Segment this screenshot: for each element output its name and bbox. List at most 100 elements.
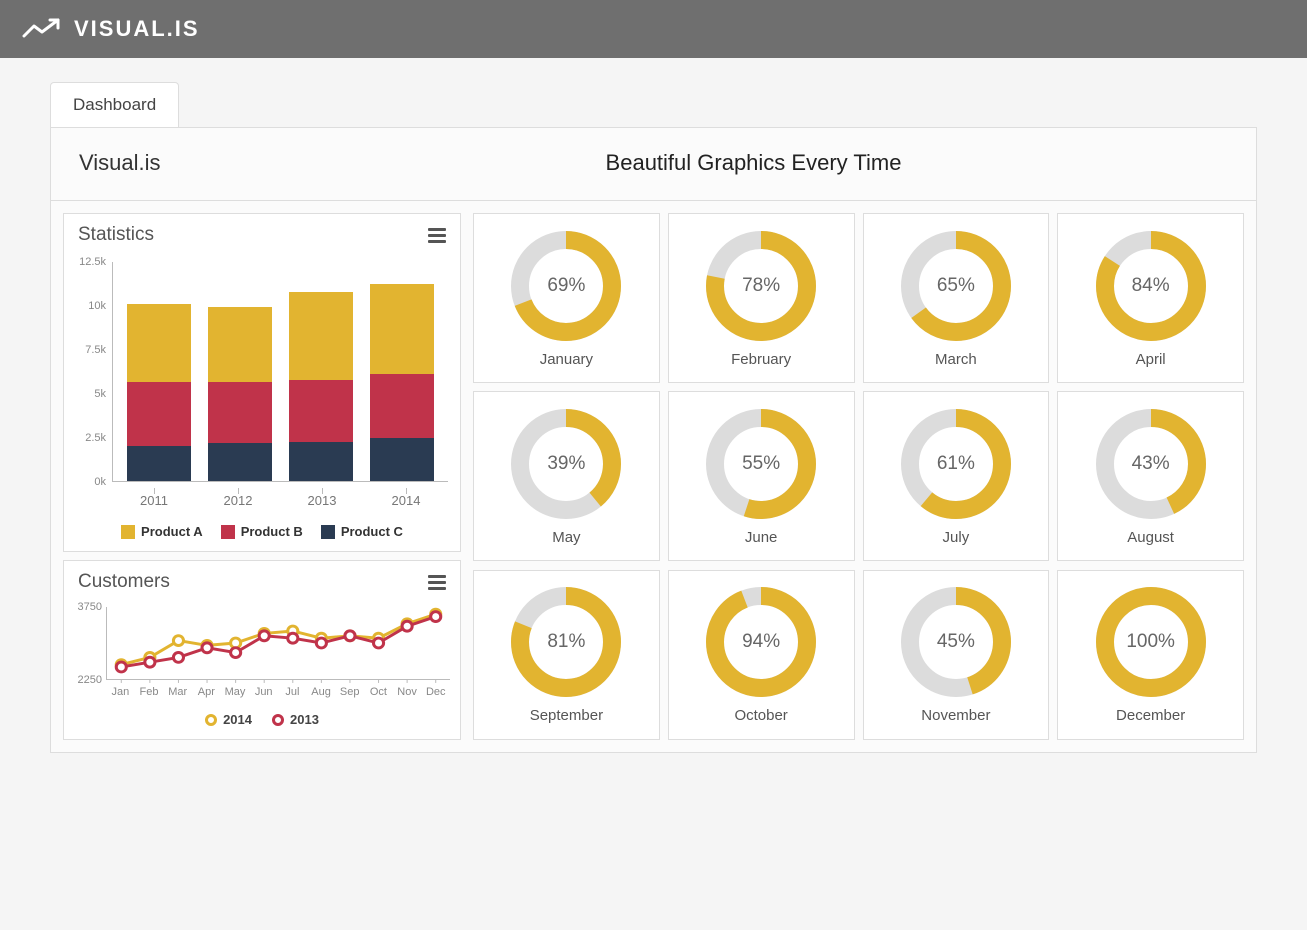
donut-chart: 43%	[1096, 409, 1206, 519]
x-tick-label: May	[221, 686, 250, 698]
donut-month-label: February	[731, 351, 791, 368]
x-tick-label: 2013	[290, 493, 354, 508]
donut-month-label: January	[540, 351, 593, 368]
statistics-panel: Statistics 0k2.5k5k7.5k10k12.5k 20112012…	[63, 213, 461, 552]
donut-chart: 100%	[1096, 587, 1206, 697]
donut-month-label: October	[734, 707, 787, 724]
x-tick-label: 2011	[122, 493, 186, 508]
x-tick-label: Nov	[393, 686, 422, 698]
bar-segment	[208, 443, 272, 481]
y-tick-label: 5k	[94, 388, 106, 400]
donut-chart: 84%	[1096, 231, 1206, 341]
donut-month-label: August	[1127, 529, 1174, 546]
donut-card: 39% May	[473, 391, 660, 561]
tab-dashboard[interactable]: Dashboard	[50, 82, 179, 127]
donut-percent: 100%	[1096, 587, 1206, 697]
logo-arrow-icon	[22, 16, 66, 42]
donut-month-label: December	[1116, 707, 1185, 724]
donut-card: 78% February	[668, 213, 855, 383]
donut-month-label: March	[935, 351, 977, 368]
donut-percent: 65%	[901, 231, 1011, 341]
bar-group	[127, 304, 191, 481]
donut-month-label: May	[552, 529, 580, 546]
line-marker	[173, 636, 183, 646]
donut-percent: 39%	[511, 409, 621, 519]
y-tick-label: 7.5k	[85, 344, 106, 356]
bar-group	[370, 284, 434, 481]
donut-card: 65% March	[863, 213, 1050, 383]
x-tick-label: Apr	[192, 686, 221, 698]
line-marker	[173, 652, 183, 662]
donut-month-label: September	[530, 707, 603, 724]
bar-segment	[289, 380, 353, 442]
statistics-title: Statistics	[78, 224, 154, 246]
donut-percent: 45%	[901, 587, 1011, 697]
donut-chart: 69%	[511, 231, 621, 341]
line-marker	[345, 631, 355, 641]
x-tick-label: Sep	[335, 686, 364, 698]
donut-month-label: July	[943, 529, 970, 546]
donut-card: 43% August	[1057, 391, 1244, 561]
line-marker	[145, 657, 155, 667]
line-marker	[202, 643, 212, 653]
line-marker	[259, 631, 269, 641]
y-tick-label: 0k	[94, 476, 106, 488]
donut-chart: 39%	[511, 409, 621, 519]
line-marker	[231, 648, 241, 658]
line-marker	[373, 638, 383, 648]
donut-percent: 78%	[706, 231, 816, 341]
line-marker	[402, 621, 412, 631]
donut-card: 100% December	[1057, 570, 1244, 740]
legend-item: 2014	[205, 712, 252, 727]
y-tick-label: 3750	[78, 601, 102, 613]
dashboard-frame: Visual.is Beautiful Graphics Every Time …	[50, 127, 1257, 753]
brand-logo-text: VISUAL.IS	[74, 16, 200, 42]
bar-segment	[127, 304, 191, 381]
bar-group	[289, 292, 353, 481]
donut-chart: 55%	[706, 409, 816, 519]
line-series	[121, 614, 435, 664]
bar-segment	[208, 307, 272, 382]
hamburger-icon[interactable]	[428, 575, 446, 590]
donut-percent: 61%	[901, 409, 1011, 519]
donut-chart: 61%	[901, 409, 1011, 519]
page-tagline: Beautiful Graphics Every Time	[279, 150, 1228, 176]
donut-month-label: April	[1136, 351, 1166, 368]
x-tick-label: 2014	[374, 493, 438, 508]
bar-segment	[370, 374, 434, 438]
bar-segment	[289, 442, 353, 481]
x-tick-label: Mar	[163, 686, 192, 698]
donut-percent: 55%	[706, 409, 816, 519]
donut-chart: 78%	[706, 231, 816, 341]
x-tick-label: Jun	[249, 686, 278, 698]
donut-chart: 65%	[901, 231, 1011, 341]
donut-month-label: November	[921, 707, 990, 724]
line-marker	[288, 633, 298, 643]
donut-card: 55%June	[668, 391, 855, 561]
line-series	[121, 617, 435, 667]
bar-segment	[127, 446, 191, 481]
donut-card: 94% October	[668, 570, 855, 740]
bar-segment	[208, 382, 272, 444]
legend-item: Product C	[321, 524, 403, 539]
donut-grid: 69% January 78% February 65% March 84% April 39%…	[473, 213, 1244, 740]
x-tick-label: Oct	[364, 686, 393, 698]
line-marker	[316, 638, 326, 648]
bar-group	[208, 307, 272, 481]
brand-logo[interactable]: VISUAL.IS	[22, 16, 200, 42]
donut-percent: 43%	[1096, 409, 1206, 519]
donut-chart: 81%	[511, 587, 621, 697]
line-marker	[431, 612, 441, 622]
donut-percent: 94%	[706, 587, 816, 697]
legend-item: 2013	[272, 712, 319, 727]
y-tick-label: 12.5k	[79, 256, 106, 268]
donut-chart: 94%	[706, 587, 816, 697]
hamburger-icon[interactable]	[428, 228, 446, 243]
page: Dashboard Visual.is Beautiful Graphics E…	[0, 58, 1307, 793]
donut-card: 45% November	[863, 570, 1050, 740]
topbar: VISUAL.IS	[0, 0, 1307, 58]
statistics-legend: Product AProduct BProduct C	[64, 514, 460, 551]
statistics-chart: 0k2.5k5k7.5k10k12.5k 2011201220132014	[64, 252, 460, 514]
customers-chart: 22503750 JanFebMarAprMayJunJulAugSepOctN…	[106, 603, 450, 698]
donut-card: 69% January	[473, 213, 660, 383]
